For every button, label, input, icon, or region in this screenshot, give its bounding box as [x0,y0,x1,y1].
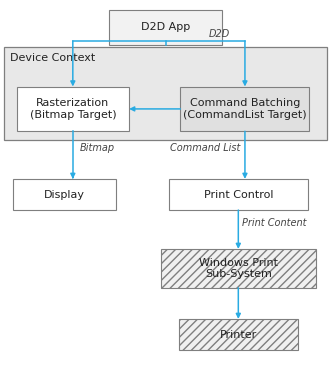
Text: Bitmap: Bitmap [79,143,115,153]
Text: Command Batching
(CommandList Target): Command Batching (CommandList Target) [183,98,307,120]
Text: Command List: Command List [169,143,240,153]
Text: Display: Display [44,189,85,200]
Bar [161,249,316,288]
Bar [109,10,222,45]
Text: Printer: Printer [220,329,257,340]
Text: D2D App: D2D App [141,22,190,32]
Text: Print Content: Print Content [242,217,306,228]
Bar [180,87,309,131]
Bar [13,179,116,210]
Text: D2D: D2D [209,29,230,39]
Bar [4,47,327,140]
Bar [179,319,298,350]
Text: Rasterization
(Bitmap Target): Rasterization (Bitmap Target) [29,98,116,120]
Text: Print Control: Print Control [204,189,273,200]
Text: Windows Print
Sub-System: Windows Print Sub-System [199,258,278,279]
Text: Device Context: Device Context [10,53,95,63]
Bar [17,87,129,131]
Bar [169,179,308,210]
